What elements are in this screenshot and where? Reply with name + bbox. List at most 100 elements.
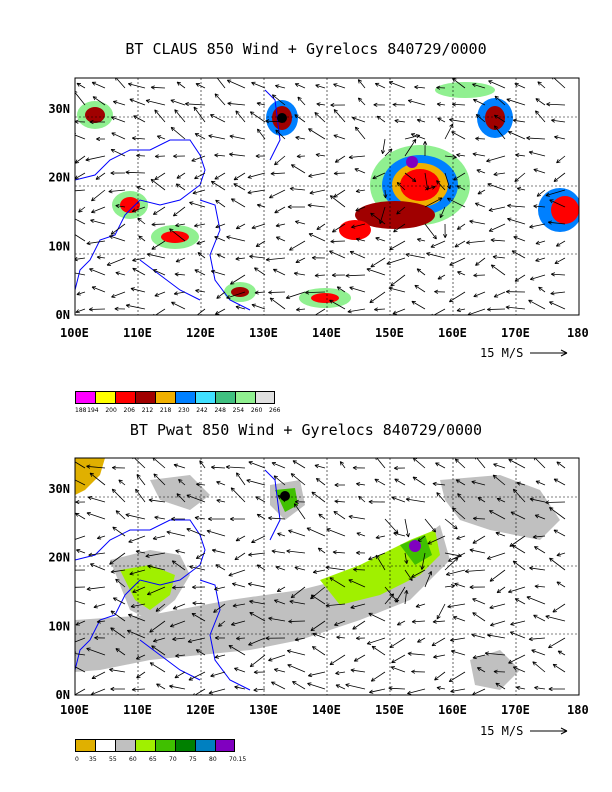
wind-arrow bbox=[357, 79, 366, 89]
wind-arrow bbox=[535, 110, 546, 123]
wind-arrow bbox=[345, 273, 366, 278]
wind-arrow bbox=[293, 503, 306, 520]
wind-arrow bbox=[384, 148, 393, 157]
wind-arrow bbox=[226, 235, 246, 242]
wind-arrow bbox=[169, 228, 186, 242]
wind-arrow bbox=[348, 155, 366, 160]
wind-arrow bbox=[254, 267, 266, 276]
x-tick-label: 150E bbox=[375, 703, 404, 717]
wind-arrow bbox=[437, 274, 446, 280]
gyre-location bbox=[280, 491, 290, 501]
wind-arrow bbox=[111, 116, 126, 123]
wind-arrow bbox=[405, 497, 426, 503]
wind-arrow bbox=[195, 83, 206, 89]
wind-arrow bbox=[472, 152, 486, 157]
coastline bbox=[75, 139, 206, 291]
wind-arrow bbox=[508, 458, 526, 469]
wind-arrow bbox=[339, 461, 346, 469]
wind-arrow bbox=[138, 235, 146, 242]
wind-arrow bbox=[75, 512, 86, 520]
wind-arrow bbox=[393, 466, 406, 471]
wind-arrow bbox=[75, 272, 86, 276]
legend-label: 70.15 bbox=[229, 756, 247, 763]
wind-arrow bbox=[268, 616, 286, 622]
wind-arrow bbox=[407, 651, 426, 656]
wind-arrow bbox=[496, 497, 506, 503]
wind-arrow bbox=[355, 237, 366, 242]
wind-arrow bbox=[348, 579, 366, 588]
wind-arrow bbox=[526, 136, 546, 141]
wind-arrow bbox=[471, 480, 486, 486]
wind-arrow bbox=[424, 223, 437, 240]
wind-arrow bbox=[314, 112, 326, 123]
wind-arrow bbox=[273, 475, 286, 486]
wind-arrow bbox=[535, 257, 546, 262]
wind-arrow bbox=[108, 189, 126, 194]
wind-arrow bbox=[384, 518, 399, 534]
wind-arrow bbox=[533, 614, 546, 622]
wind-arrow bbox=[529, 223, 546, 229]
wind-arrow bbox=[132, 267, 146, 276]
wind-arrow bbox=[511, 544, 526, 554]
wind-arrow bbox=[415, 603, 426, 608]
wind-arrow bbox=[356, 532, 366, 537]
wind-arrow bbox=[316, 102, 326, 107]
wind-arrow bbox=[433, 654, 446, 659]
wind-arrow bbox=[358, 495, 366, 503]
wind-arrow bbox=[396, 206, 406, 215]
y-tick-label: 20N bbox=[48, 551, 70, 565]
wind-arrow bbox=[255, 240, 266, 248]
wind-arrow bbox=[334, 620, 346, 626]
wind-arrow bbox=[289, 240, 306, 251]
wind-arrow bbox=[210, 180, 226, 191]
wind-arrow bbox=[75, 620, 86, 626]
legend-label: 230 bbox=[178, 407, 190, 414]
wind-arrow bbox=[114, 306, 126, 311]
wind-arrow bbox=[486, 552, 506, 560]
wind-arrow bbox=[156, 683, 166, 690]
wind-arrow bbox=[174, 272, 186, 277]
legend-swatch bbox=[175, 391, 195, 404]
x-tick-label: 110E bbox=[123, 326, 152, 340]
wind-arrow bbox=[434, 289, 446, 294]
wind-arrow bbox=[486, 155, 506, 163]
wind-arrow bbox=[286, 549, 306, 554]
wind-arrow bbox=[169, 684, 186, 690]
wind-arrow bbox=[388, 686, 406, 691]
wind-arrow bbox=[417, 637, 426, 643]
wind-arrow bbox=[88, 307, 106, 312]
wind-arrow bbox=[370, 257, 386, 268]
wind-arrow bbox=[420, 552, 426, 570]
wind-arrow bbox=[109, 667, 126, 673]
wind-arrow bbox=[469, 219, 486, 225]
wind-arrow bbox=[495, 682, 506, 690]
wind-arrow bbox=[147, 564, 166, 571]
wind-arrow bbox=[271, 549, 286, 554]
wind-arrow bbox=[232, 603, 246, 608]
wind-arrow bbox=[249, 654, 266, 668]
wind-arrow bbox=[488, 80, 506, 89]
wind-arrow bbox=[352, 620, 366, 630]
wind-arrow bbox=[495, 531, 506, 537]
x-tick-label: 170E bbox=[501, 326, 530, 340]
wind-arrow bbox=[287, 664, 306, 673]
wind-arrow bbox=[234, 552, 246, 561]
wind-arrow bbox=[115, 203, 126, 209]
wind-arrow bbox=[508, 654, 526, 664]
wind-arrow bbox=[511, 250, 526, 259]
wind-arrow bbox=[153, 473, 166, 486]
wind-arrow bbox=[444, 123, 454, 140]
wind-arrow bbox=[133, 115, 146, 123]
wind-arrow bbox=[310, 594, 326, 605]
wind-arrow bbox=[368, 499, 386, 504]
wind-arrow bbox=[75, 218, 86, 225]
wind-arrow bbox=[271, 681, 286, 690]
wind-arrow bbox=[331, 223, 346, 233]
wind-arrow bbox=[528, 150, 546, 157]
wind-arrow bbox=[528, 299, 546, 310]
legend-label: 254 bbox=[232, 407, 245, 414]
wind-arrow bbox=[196, 240, 206, 245]
wind-arrow bbox=[437, 117, 446, 123]
wind-arrow bbox=[96, 535, 106, 540]
wind-arrow bbox=[369, 688, 386, 694]
